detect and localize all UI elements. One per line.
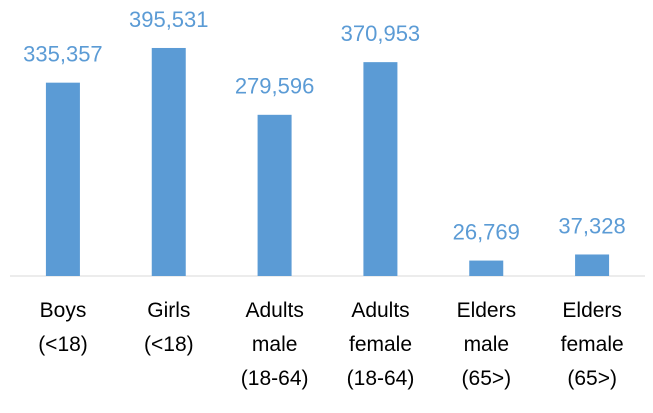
bar — [45, 82, 80, 276]
bar — [257, 114, 292, 277]
bar — [469, 260, 504, 276]
data-label: 37,328 — [558, 213, 625, 238]
bar — [575, 254, 610, 276]
data-label: 335,357 — [23, 41, 103, 66]
x-tick-label: Adults female (18-64) — [346, 299, 415, 390]
x-tick-label: Girls (<18) — [144, 299, 194, 356]
x-tick-label: Elders female (65>) — [560, 299, 624, 390]
bar — [363, 62, 398, 276]
data-label: 279,596 — [235, 74, 315, 99]
data-label: 26,769 — [453, 219, 520, 244]
x-tick-label: Boys (<18) — [38, 299, 88, 356]
data-label: 370,953 — [341, 21, 421, 46]
bar — [151, 47, 186, 276]
x-tick-label: Adults male (18-64) — [240, 299, 309, 390]
x-tick-label: Elders male (65>) — [456, 299, 517, 390]
data-label: 395,531 — [129, 7, 209, 32]
